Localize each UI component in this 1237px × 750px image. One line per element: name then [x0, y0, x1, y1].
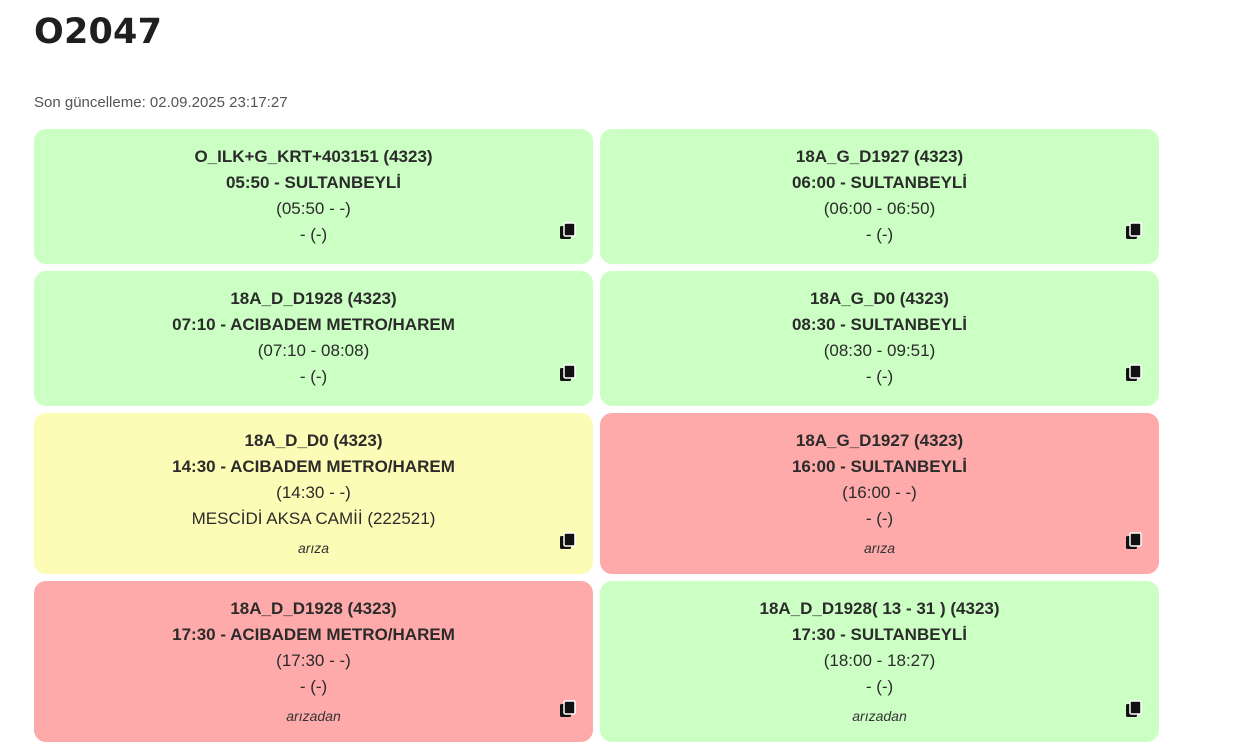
trip-code: 18A_D_D1928 (4323)	[230, 599, 397, 618]
trip-card: 18A_D_D1928 (4323) 17:30 - ACIBADEM METR…	[34, 581, 593, 742]
copy-icon[interactable]	[1125, 364, 1143, 382]
trip-card: 18A_D_D1928( 13 - 31 ) (4323) 17:30 - SU…	[600, 581, 1159, 742]
trip-times: (05:50 - -)	[276, 199, 351, 218]
trip-route: 16:00 - SULTANBEYLİ	[791, 457, 968, 476]
trip-code: 18A_G_D1927 (4323)	[795, 147, 964, 166]
trip-route: 05:50 - SULTANBEYLİ	[225, 173, 402, 192]
copy-icon[interactable]	[559, 700, 577, 718]
trip-code: 18A_G_D0 (4323)	[810, 289, 949, 308]
trip-times: (14:30 - -)	[276, 483, 351, 502]
trip-route: 08:30 - SULTANBEYLİ	[791, 315, 968, 334]
trip-card: 18A_G_D0 (4323) 08:30 - SULTANBEYLİ (08:…	[600, 271, 1159, 406]
copy-icon[interactable]	[1125, 222, 1143, 240]
trip-route: 14:30 - ACIBADEM METRO/HAREM	[172, 457, 455, 476]
trip-times: (17:30 - -)	[276, 651, 351, 670]
trip-route: 17:30 - SULTANBEYLİ	[791, 625, 968, 644]
trip-stop: - (-)	[299, 367, 328, 386]
copy-icon[interactable]	[559, 532, 577, 550]
trip-card: 18A_D_D0 (4323) 14:30 - ACIBADEM METRO/H…	[34, 413, 593, 574]
last-updated: Son güncelleme: 02.09.2025 23:17:27	[34, 94, 288, 111]
trip-stop: - (-)	[865, 225, 894, 244]
trip-times: (18:00 - 18:27)	[823, 651, 936, 670]
trip-card: 18A_D_D1928 (4323) 07:10 - ACIBADEM METR…	[34, 271, 593, 406]
trip-code: 18A_G_D1927 (4323)	[795, 431, 964, 450]
trip-card-grid: O_ILK+G_KRT+403151 (4323) 05:50 - SULTAN…	[34, 129, 1159, 742]
trip-stop: - (-)	[865, 367, 894, 386]
trip-times: (06:00 - 06:50)	[823, 199, 936, 218]
copy-icon[interactable]	[559, 222, 577, 240]
trip-code: O_ILK+G_KRT+403151 (4323)	[194, 147, 433, 166]
copy-icon[interactable]	[559, 364, 577, 382]
trip-route: 17:30 - ACIBADEM METRO/HAREM	[172, 625, 455, 644]
trip-stop: MESCİDİ AKSA CAMİİ (222521)	[191, 509, 436, 528]
trip-stop: - (-)	[865, 677, 894, 696]
trip-card: 18A_G_D1927 (4323) 16:00 - SULTANBEYLİ (…	[600, 413, 1159, 574]
trip-stop: - (-)	[299, 677, 328, 696]
trip-times: (08:30 - 09:51)	[823, 341, 936, 360]
trip-code: 18A_D_D1928 (4323)	[230, 289, 397, 308]
trip-stop: - (-)	[299, 225, 328, 244]
trip-stop: - (-)	[865, 509, 894, 528]
trip-note: arızadan	[286, 708, 341, 724]
trip-times: (16:00 - -)	[842, 483, 917, 502]
trip-times: (07:10 - 08:08)	[257, 341, 370, 360]
copy-icon[interactable]	[1125, 532, 1143, 550]
trip-card: O_ILK+G_KRT+403151 (4323) 05:50 - SULTAN…	[34, 129, 593, 264]
trip-route: 06:00 - SULTANBEYLİ	[791, 173, 968, 192]
trip-code: 18A_D_D0 (4323)	[244, 431, 383, 450]
trip-note: arızadan	[852, 708, 907, 724]
trip-route: 07:10 - ACIBADEM METRO/HAREM	[172, 315, 455, 334]
trip-note: arıza	[297, 540, 330, 556]
page-title: O2047	[34, 12, 163, 52]
trip-code: 18A_D_D1928( 13 - 31 ) (4323)	[759, 599, 1000, 618]
copy-icon[interactable]	[1125, 700, 1143, 718]
trip-card: 18A_G_D1927 (4323) 06:00 - SULTANBEYLİ (…	[600, 129, 1159, 264]
trip-note: arıza	[863, 540, 896, 556]
